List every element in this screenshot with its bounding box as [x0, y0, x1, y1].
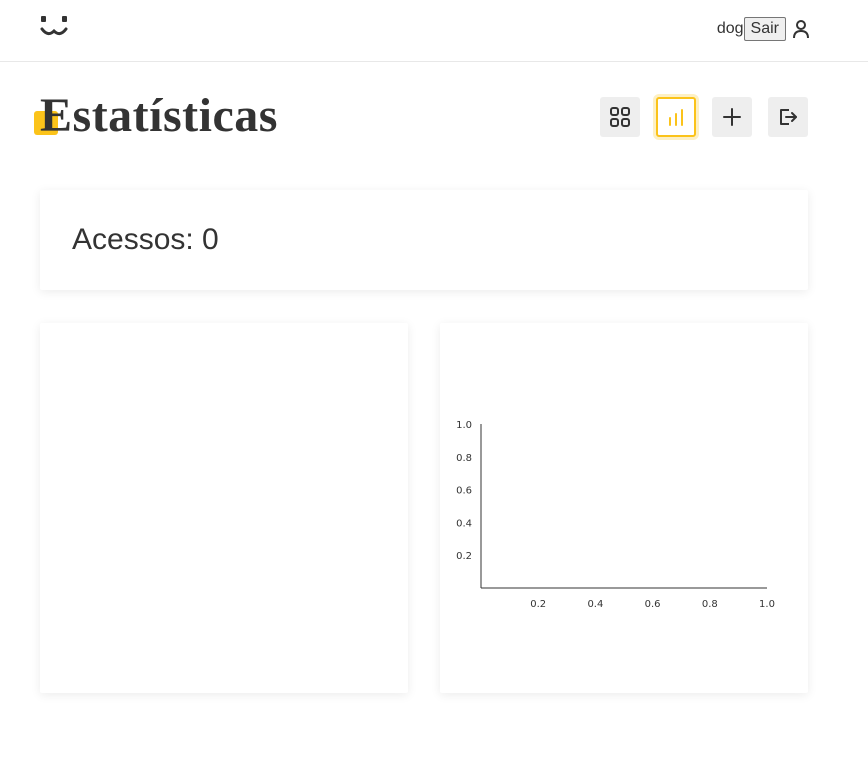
grid-icon — [610, 107, 630, 127]
logout-icon — [780, 109, 797, 125]
top-header: dog Sair — [0, 0, 868, 62]
y-tick-label: 0.6 — [456, 486, 472, 497]
add-photo-button[interactable] — [712, 97, 752, 137]
accesses-card: Acessos: 0 — [40, 190, 808, 290]
logout-icon-button[interactable] — [768, 97, 808, 137]
title-accent-square — [34, 111, 58, 135]
account-toolbar — [600, 97, 808, 137]
dog-face-icon[interactable] — [40, 14, 70, 40]
x-tick-label: 0.8 — [702, 599, 718, 610]
accesses-count: Acessos: 0 — [72, 223, 219, 256]
line-chart-card: 0.2 0.4 0.6 0.8 1.0 0.2 0.4 0.6 0.8 1.0 — [440, 323, 808, 693]
y-tick-label: 0.2 — [456, 551, 472, 562]
x-tick-label: 0.6 — [645, 599, 661, 610]
user-area: dog Sair — [717, 16, 810, 42]
pie-chart-card — [40, 323, 408, 693]
y-tick-label: 1.0 — [456, 420, 472, 431]
x-tick-label: 1.0 — [759, 599, 775, 610]
statistics-button[interactable] — [656, 97, 696, 137]
bar-chart-icon — [669, 109, 683, 126]
y-tick-label: 0.8 — [456, 453, 472, 464]
username-link[interactable]: dog — [716, 20, 744, 37]
page-title: Estatísticas — [40, 89, 278, 142]
y-tick-label: 0.4 — [456, 518, 472, 529]
x-tick-label: 0.2 — [530, 599, 546, 610]
plus-icon — [723, 108, 741, 126]
line-chart: 0.2 0.4 0.6 0.8 1.0 0.2 0.4 0.6 0.8 1.0 — [456, 420, 775, 610]
page-title-block: Estatísticas — [34, 88, 278, 144]
x-tick-label: 0.4 — [587, 599, 603, 610]
person-icon[interactable] — [792, 19, 810, 39]
my-photos-button[interactable] — [600, 97, 640, 137]
logout-button[interactable]: Sair — [743, 17, 786, 41]
